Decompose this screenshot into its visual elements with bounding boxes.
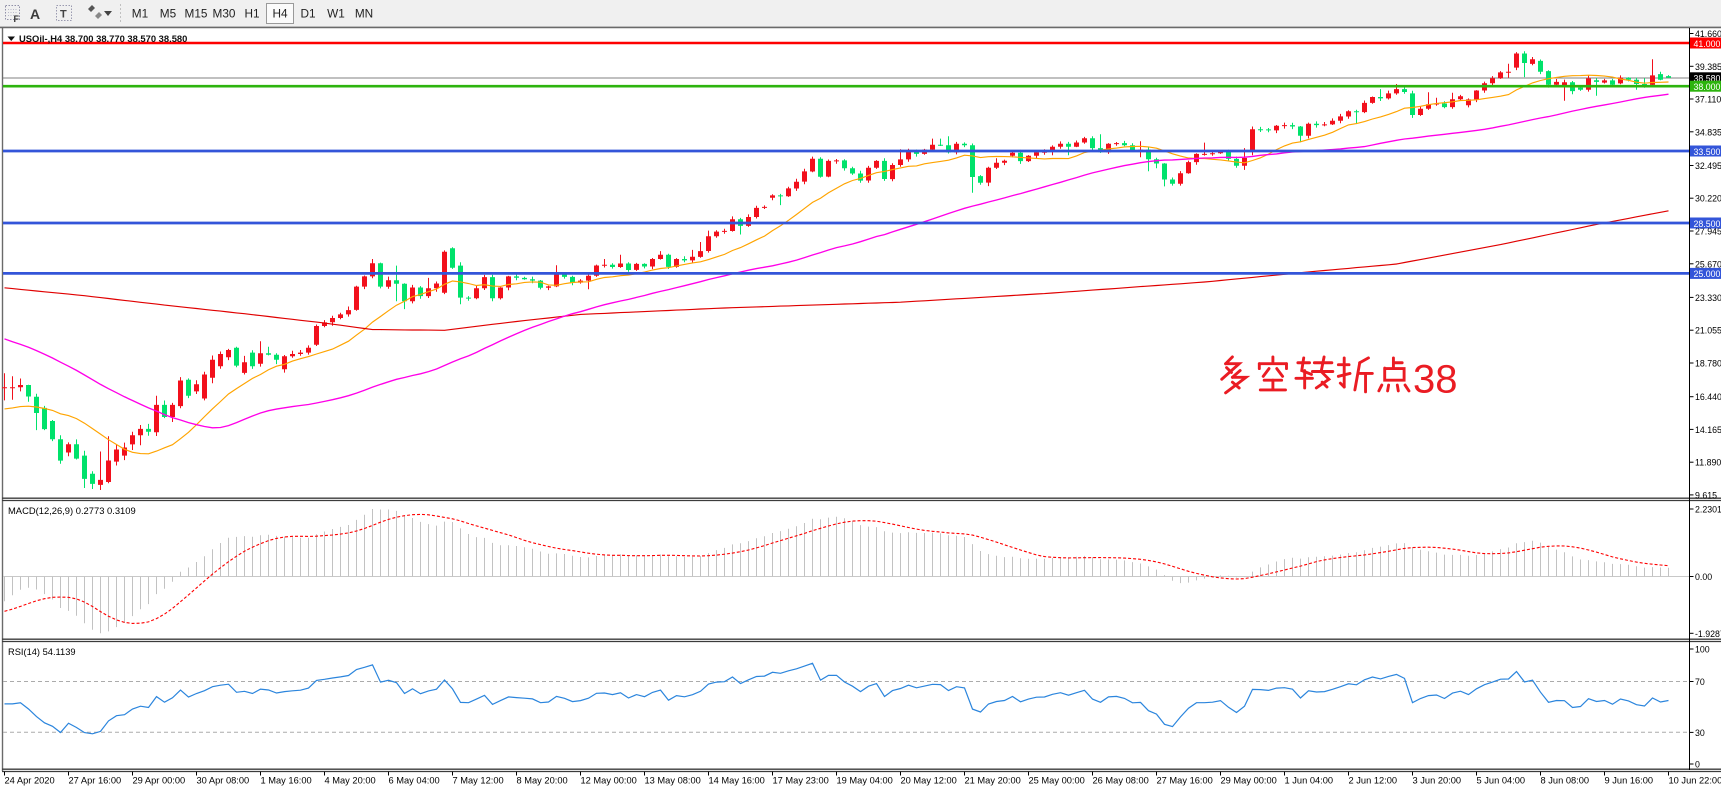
svg-text:32.495: 32.495 <box>1695 161 1721 171</box>
svg-text:14.165: 14.165 <box>1695 425 1721 435</box>
svg-text:100: 100 <box>1695 645 1710 655</box>
svg-text:25.000: 25.000 <box>1694 269 1721 279</box>
svg-text:16.440: 16.440 <box>1695 392 1721 402</box>
svg-text:M5: M5 <box>160 7 177 21</box>
svg-text:USOil-,H4 38.700 38.770 38.57: USOil-,H4 38.700 38.770 38.570 38.580 <box>19 33 187 44</box>
svg-text:27 Apr 16:00: 27 Apr 16:00 <box>69 776 122 786</box>
svg-text:6 May 04:00: 6 May 04:00 <box>389 776 440 786</box>
svg-text:20 May 12:00: 20 May 12:00 <box>901 776 957 786</box>
svg-text:5 Jun 04:00: 5 Jun 04:00 <box>1477 776 1526 786</box>
svg-text:37.110: 37.110 <box>1695 95 1721 105</box>
svg-text:27.945: 27.945 <box>1695 227 1721 237</box>
svg-text:W1: W1 <box>327 7 345 21</box>
svg-text:41.000: 41.000 <box>1694 39 1721 49</box>
svg-text:30.220: 30.220 <box>1695 194 1721 204</box>
svg-text:28.500: 28.500 <box>1694 219 1721 229</box>
svg-text:14 May 16:00: 14 May 16:00 <box>709 776 765 786</box>
svg-text:70: 70 <box>1695 677 1705 687</box>
svg-text:0: 0 <box>1695 760 1700 770</box>
svg-text:9 Jun 16:00: 9 Jun 16:00 <box>1605 776 1654 786</box>
svg-text:MACD(12,26,9) 0.2773 0.3109: MACD(12,26,9) 0.2773 0.3109 <box>8 505 136 516</box>
svg-text:H4: H4 <box>272 7 288 21</box>
svg-text:23.330: 23.330 <box>1695 293 1721 303</box>
svg-text:0.00: 0.00 <box>1695 572 1712 582</box>
svg-text:38: 38 <box>1413 358 1458 402</box>
svg-text:9.615: 9.615 <box>1695 490 1717 500</box>
svg-text:M30: M30 <box>213 7 236 21</box>
svg-text:4 May 20:00: 4 May 20:00 <box>325 776 376 786</box>
svg-text:30 Apr 08:00: 30 Apr 08:00 <box>197 776 250 786</box>
svg-text:13 May 08:00: 13 May 08:00 <box>645 776 701 786</box>
svg-text:A: A <box>30 6 40 22</box>
svg-text:39.385: 39.385 <box>1695 62 1721 72</box>
svg-text:D1: D1 <box>300 7 315 21</box>
svg-text:2 Jun 12:00: 2 Jun 12:00 <box>1349 776 1398 786</box>
svg-text:1 May 16:00: 1 May 16:00 <box>261 776 312 786</box>
svg-text:11.890: 11.890 <box>1695 458 1721 468</box>
svg-text:33.500: 33.500 <box>1694 147 1721 157</box>
svg-text:10 Jun 22:00: 10 Jun 22:00 <box>1669 776 1721 786</box>
svg-text:24 Apr 2020: 24 Apr 2020 <box>5 776 55 786</box>
svg-text:RSI(14) 54.1139: RSI(14) 54.1139 <box>8 647 76 657</box>
svg-text:1 Jun 04:00: 1 Jun 04:00 <box>1285 776 1334 786</box>
svg-text:30: 30 <box>1695 728 1705 738</box>
svg-text:H1: H1 <box>244 7 259 21</box>
svg-text:M1: M1 <box>132 7 148 21</box>
svg-text:17 May 23:00: 17 May 23:00 <box>773 776 829 786</box>
svg-text:M15: M15 <box>185 7 208 21</box>
svg-text:F: F <box>14 14 20 24</box>
svg-text:25.670: 25.670 <box>1695 259 1721 269</box>
svg-text:19 May 04:00: 19 May 04:00 <box>837 776 893 786</box>
svg-text:MN: MN <box>355 7 373 21</box>
svg-text:18.780: 18.780 <box>1695 359 1721 369</box>
svg-text:8 Jun 08:00: 8 Jun 08:00 <box>1541 776 1590 786</box>
svg-text:8 May 20:00: 8 May 20:00 <box>517 776 568 786</box>
svg-text:38.580: 38.580 <box>1694 74 1721 84</box>
svg-text:21.055: 21.055 <box>1695 326 1721 336</box>
svg-text:41.660: 41.660 <box>1695 29 1721 39</box>
svg-text:2.2301: 2.2301 <box>1695 505 1721 515</box>
svg-text:27 May 16:00: 27 May 16:00 <box>1157 776 1213 786</box>
svg-text:12 May 00:00: 12 May 00:00 <box>581 776 637 786</box>
svg-text:-1.9287: -1.9287 <box>1695 629 1721 639</box>
svg-text:34.835: 34.835 <box>1695 127 1721 137</box>
svg-text:7 May 12:00: 7 May 12:00 <box>453 776 504 786</box>
svg-text:29 Apr 00:00: 29 Apr 00:00 <box>133 776 186 786</box>
svg-text:3 Jun 20:00: 3 Jun 20:00 <box>1413 776 1462 786</box>
svg-text:25 May 00:00: 25 May 00:00 <box>1029 776 1085 786</box>
svg-text:21 May 20:00: 21 May 20:00 <box>965 776 1021 786</box>
svg-text:26 May 08:00: 26 May 08:00 <box>1093 776 1149 786</box>
svg-text:29 May 00:00: 29 May 00:00 <box>1221 776 1277 786</box>
svg-text:T: T <box>60 9 67 21</box>
svg-text:38.000: 38.000 <box>1694 82 1721 92</box>
